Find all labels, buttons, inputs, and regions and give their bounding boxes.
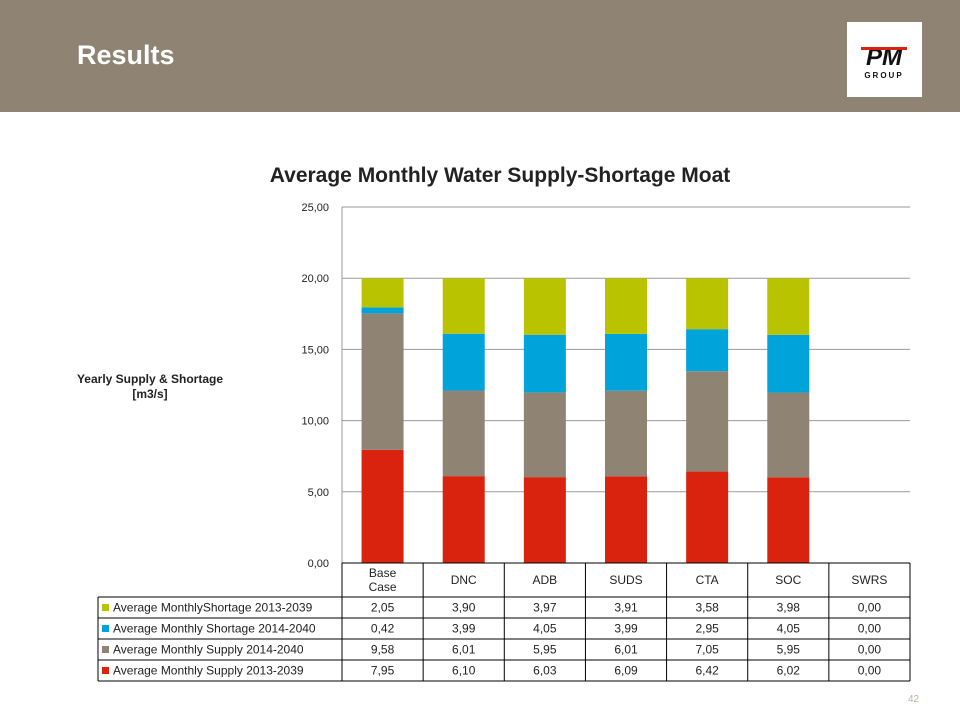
y-axis-label: Yearly Supply & Shortage [m3/s] bbox=[76, 372, 224, 401]
data-table-value: 6,09 bbox=[614, 664, 638, 678]
y-tick-label: 15,00 bbox=[301, 344, 329, 356]
logo-graphic: PM GROUP bbox=[861, 44, 907, 80]
data-table-value: 3,97 bbox=[533, 601, 557, 615]
bar-segment bbox=[686, 471, 729, 563]
bar-segment bbox=[686, 329, 729, 372]
data-table-value: 6,01 bbox=[614, 643, 638, 657]
bar-segment bbox=[767, 278, 810, 335]
data-table-value: 7,95 bbox=[371, 664, 395, 678]
bar-segment bbox=[605, 390, 647, 477]
data-table-value: 7,05 bbox=[695, 643, 719, 657]
data-table-value: 5,95 bbox=[777, 643, 801, 657]
bar-segment bbox=[767, 334, 810, 393]
y-tick-label: 0,00 bbox=[308, 558, 329, 570]
legend-key bbox=[102, 625, 109, 632]
data-table-value: 2,95 bbox=[695, 622, 719, 636]
y-tick-label: 10,00 bbox=[301, 416, 329, 428]
bar-segment bbox=[442, 278, 485, 334]
data-table-value: 6,01 bbox=[452, 643, 476, 657]
legend-key bbox=[102, 646, 109, 653]
bar-segment bbox=[361, 313, 404, 450]
x-tick-label: CTA bbox=[696, 573, 719, 587]
data-table-value: 5,95 bbox=[533, 643, 557, 657]
bar-segment bbox=[442, 333, 485, 391]
data-table-value: 3,98 bbox=[777, 601, 801, 615]
legend-series-name: Average Monthly Supply 2013-2039 bbox=[113, 664, 304, 678]
bar-segment bbox=[361, 278, 404, 308]
logo-group-text: GROUP bbox=[864, 71, 903, 80]
legend-key bbox=[102, 667, 109, 674]
bar-segment bbox=[605, 333, 647, 391]
bar-segment bbox=[361, 307, 404, 314]
bar-segment bbox=[767, 477, 810, 563]
data-table-value: 4,05 bbox=[533, 622, 557, 636]
x-tick-label: Base Case bbox=[369, 566, 397, 594]
data-table-value: 0,00 bbox=[858, 601, 882, 615]
page-title: Results bbox=[77, 40, 175, 70]
bar-segment bbox=[767, 392, 810, 478]
data-table-value: 2,05 bbox=[371, 601, 395, 615]
header-band bbox=[0, 0, 960, 112]
data-table-value: 0,00 bbox=[858, 664, 882, 678]
logo-red-stroke bbox=[861, 47, 907, 50]
page-number: 42 bbox=[908, 694, 920, 705]
data-table-value: 3,99 bbox=[452, 622, 476, 636]
bar-segment bbox=[442, 476, 485, 563]
legend-key bbox=[102, 604, 109, 611]
bar-segment bbox=[605, 278, 647, 334]
data-table-value: 3,58 bbox=[695, 601, 719, 615]
bar-segment bbox=[361, 449, 404, 563]
chart-title: Average Monthly Water Supply-Shortage Mo… bbox=[269, 164, 731, 187]
data-table-value: 0,42 bbox=[371, 622, 395, 636]
data-table-value: 0,00 bbox=[858, 643, 882, 657]
data-table-value: 3,91 bbox=[614, 601, 638, 615]
x-tick-label: ADB bbox=[533, 573, 558, 587]
legend-series-name: Average MonthlyShortage 2013-2039 bbox=[113, 601, 313, 615]
legend-series-name: Average Monthly Shortage 2014-2040 bbox=[113, 622, 316, 636]
bar-segment bbox=[523, 334, 566, 393]
y-tick-label: 20,00 bbox=[301, 273, 329, 285]
bar-segment bbox=[686, 371, 729, 472]
data-table-value: 6,42 bbox=[695, 664, 719, 678]
data-table-value: 0,00 bbox=[858, 622, 882, 636]
legend-series-name: Average Monthly Supply 2014-2040 bbox=[113, 643, 304, 657]
y-tick-label: 5,00 bbox=[308, 487, 329, 499]
pm-group-logo: PM GROUP bbox=[847, 22, 922, 97]
data-table-value: 6,10 bbox=[452, 664, 476, 678]
bar-segment bbox=[605, 476, 647, 563]
bar-segment bbox=[442, 390, 485, 477]
bar-segment bbox=[523, 392, 566, 478]
bar-segment bbox=[523, 477, 566, 563]
bar-segment bbox=[523, 278, 566, 335]
data-table-value: 3,90 bbox=[452, 601, 476, 615]
x-tick-label: DNC bbox=[451, 573, 477, 587]
x-tick-label: SUDS bbox=[609, 573, 642, 587]
data-table-value: 9,58 bbox=[371, 643, 395, 657]
data-table-value: 6,02 bbox=[777, 664, 801, 678]
x-tick-label: SOC bbox=[775, 573, 801, 587]
x-tick-label: SWRS bbox=[851, 573, 887, 587]
data-table-value: 4,05 bbox=[777, 622, 801, 636]
y-tick-label: 25,00 bbox=[301, 202, 329, 214]
data-table-value: 3,99 bbox=[614, 622, 638, 636]
bar-segment bbox=[686, 278, 729, 330]
data-table-value: 6,03 bbox=[533, 664, 557, 678]
